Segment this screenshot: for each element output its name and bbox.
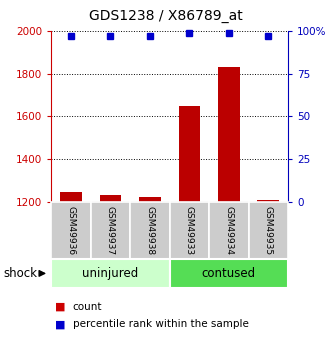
Bar <box>169 259 288 288</box>
Bar <box>91 202 130 259</box>
Text: uninjured: uninjured <box>82 267 139 280</box>
Bar <box>100 195 121 202</box>
Bar <box>51 259 169 288</box>
Text: GDS1238 / X86789_at: GDS1238 / X86789_at <box>89 9 242 23</box>
Text: GSM49935: GSM49935 <box>264 206 273 256</box>
Text: GSM49937: GSM49937 <box>106 206 115 256</box>
Bar <box>139 197 161 202</box>
Bar <box>51 202 91 259</box>
Bar <box>218 67 240 202</box>
Text: GSM49934: GSM49934 <box>224 206 233 255</box>
Text: ■: ■ <box>55 319 65 329</box>
Text: percentile rank within the sample: percentile rank within the sample <box>73 319 249 329</box>
Bar <box>178 106 200 202</box>
Text: GSM49933: GSM49933 <box>185 206 194 256</box>
Text: ■: ■ <box>55 302 65 312</box>
Bar <box>209 202 249 259</box>
Text: GSM49936: GSM49936 <box>67 206 75 256</box>
Bar <box>169 202 209 259</box>
Text: count: count <box>73 302 102 312</box>
Text: GSM49938: GSM49938 <box>145 206 155 256</box>
Bar <box>130 202 169 259</box>
Bar <box>258 200 279 202</box>
Bar <box>60 191 82 202</box>
Text: shock: shock <box>3 267 37 280</box>
Text: contused: contused <box>202 267 256 280</box>
Bar <box>249 202 288 259</box>
